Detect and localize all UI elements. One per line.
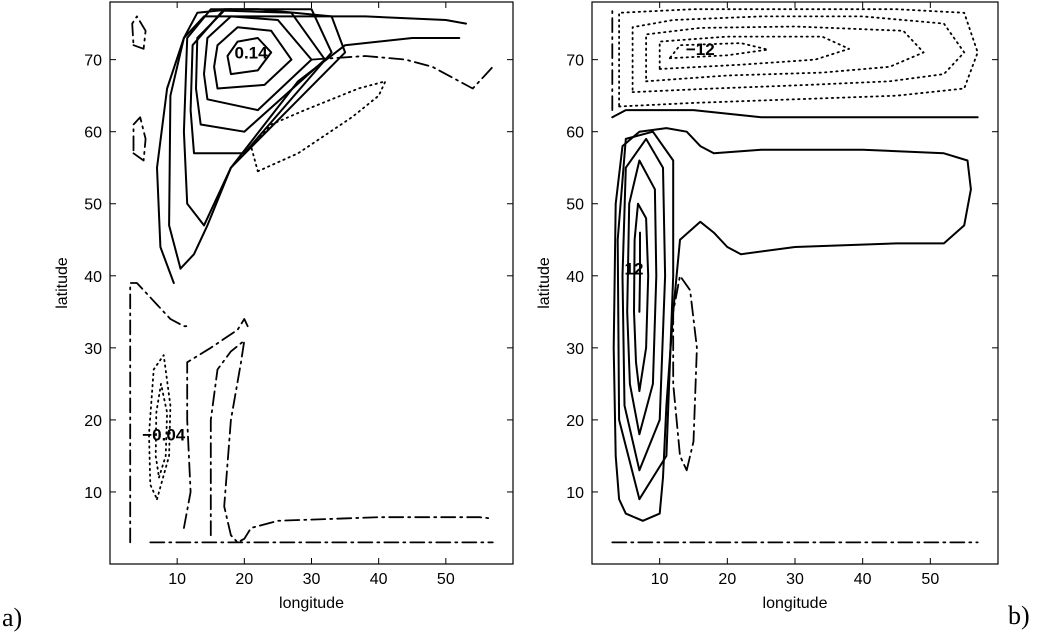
contour-line-solid (626, 159, 658, 436)
y-tick-label: 60 (566, 125, 584, 142)
panel-b: 10 20 30 40 50 10 20 30 40 50 60 70 12 −12 longitude… (536, 1, 1030, 630)
contour-line-solid (633, 202, 650, 393)
panel-a-tag: a) (2, 603, 22, 632)
y-tick-label: 20 (566, 413, 584, 430)
y-tick-label: 20 (84, 413, 102, 430)
contour-line-solid (168, 15, 467, 270)
contour-line-solid (156, 8, 232, 284)
y-tick-label: 70 (84, 53, 102, 70)
contour-line-dashdot (209, 339, 494, 544)
contour-value-label: −12 (686, 40, 715, 59)
x-tick-label: 20 (718, 571, 736, 588)
y-tick-label: 60 (84, 125, 102, 142)
contour-line-dotted (645, 25, 925, 83)
x-tick-label: 10 (168, 571, 186, 588)
contour-line-dashdot (310, 55, 494, 90)
contour-line-dotted (148, 354, 172, 501)
panel-a-contour-labels: 0.14 −0.04 (142, 43, 268, 444)
contour-line-solid (616, 130, 675, 501)
contour-line-solid (638, 231, 641, 313)
contour-line-dotted (618, 8, 979, 108)
x-tick-label: 50 (437, 571, 455, 588)
x-tick-label: 30 (303, 571, 321, 588)
panel-a-contours (129, 8, 494, 544)
y-tick-label: 30 (84, 341, 102, 358)
y-tick-label: 50 (84, 197, 102, 214)
contour-line-dashdot (131, 15, 147, 50)
contour-line-dashdot (183, 318, 249, 529)
contour-line-dashdot (132, 116, 147, 162)
contour-line-solid (226, 37, 273, 76)
contour-line-dotted (631, 15, 966, 93)
contour-line-dotted (154, 383, 168, 479)
y-tick-label: 50 (566, 197, 584, 214)
x-tick-label: 10 (651, 571, 669, 588)
contour-line-solid (195, 9, 326, 133)
contour-value-label: −0.04 (142, 425, 186, 444)
panel-b-contours (611, 8, 979, 544)
panel-b-tag: b) (1008, 601, 1030, 630)
contour-line-solid (203, 15, 313, 112)
y-tick-label: 70 (566, 53, 584, 70)
y-tick-label: 40 (84, 269, 102, 286)
contour-line-solid (189, 8, 333, 155)
contour-line-solid (213, 26, 293, 90)
y-tick-label: 30 (566, 341, 584, 358)
contour-line-solid (612, 127, 972, 522)
x-tick-label: 40 (370, 571, 388, 588)
x-tick-label: 20 (235, 571, 253, 588)
y-tick-label: 10 (84, 485, 102, 502)
x-tick-label: 30 (786, 571, 804, 588)
x-tick-label: 50 (921, 571, 939, 588)
contour-line-solid (182, 8, 347, 227)
panel-b-x-axis-label: longitude (763, 595, 828, 612)
panel-b-ticks: 10 20 30 40 50 10 20 30 40 50 60 70 (566, 2, 998, 588)
contour-line-solid (621, 137, 667, 472)
contour-value-label: 12 (624, 260, 643, 279)
contour-value-label: 0.14 (235, 43, 269, 62)
panel-b-contour-labels: 12 −12 (624, 40, 714, 279)
panel-a-ticks: 10 20 30 40 50 10 20 30 40 50 60 70 (84, 2, 513, 588)
contour-line-dotted (668, 42, 769, 60)
y-tick-label: 40 (566, 269, 584, 286)
contour-line-solid (611, 109, 979, 119)
contour-line-solid (179, 37, 461, 270)
contour-line-dashdot (129, 282, 192, 544)
panel-a: 10 20 30 40 50 10 20 30 40 50 60 70 0.14 −0.04 longi… (2, 1, 514, 632)
y-tick-label: 10 (566, 485, 584, 502)
contour-line-dotted (250, 80, 387, 173)
panel-a-y-axis-label: latitude (54, 257, 71, 309)
x-tick-label: 40 (854, 571, 872, 588)
panel-a-x-axis-label: longitude (279, 595, 344, 612)
contour-line-dashdot (672, 274, 698, 472)
panel-b-y-axis-label: latitude (536, 257, 553, 309)
